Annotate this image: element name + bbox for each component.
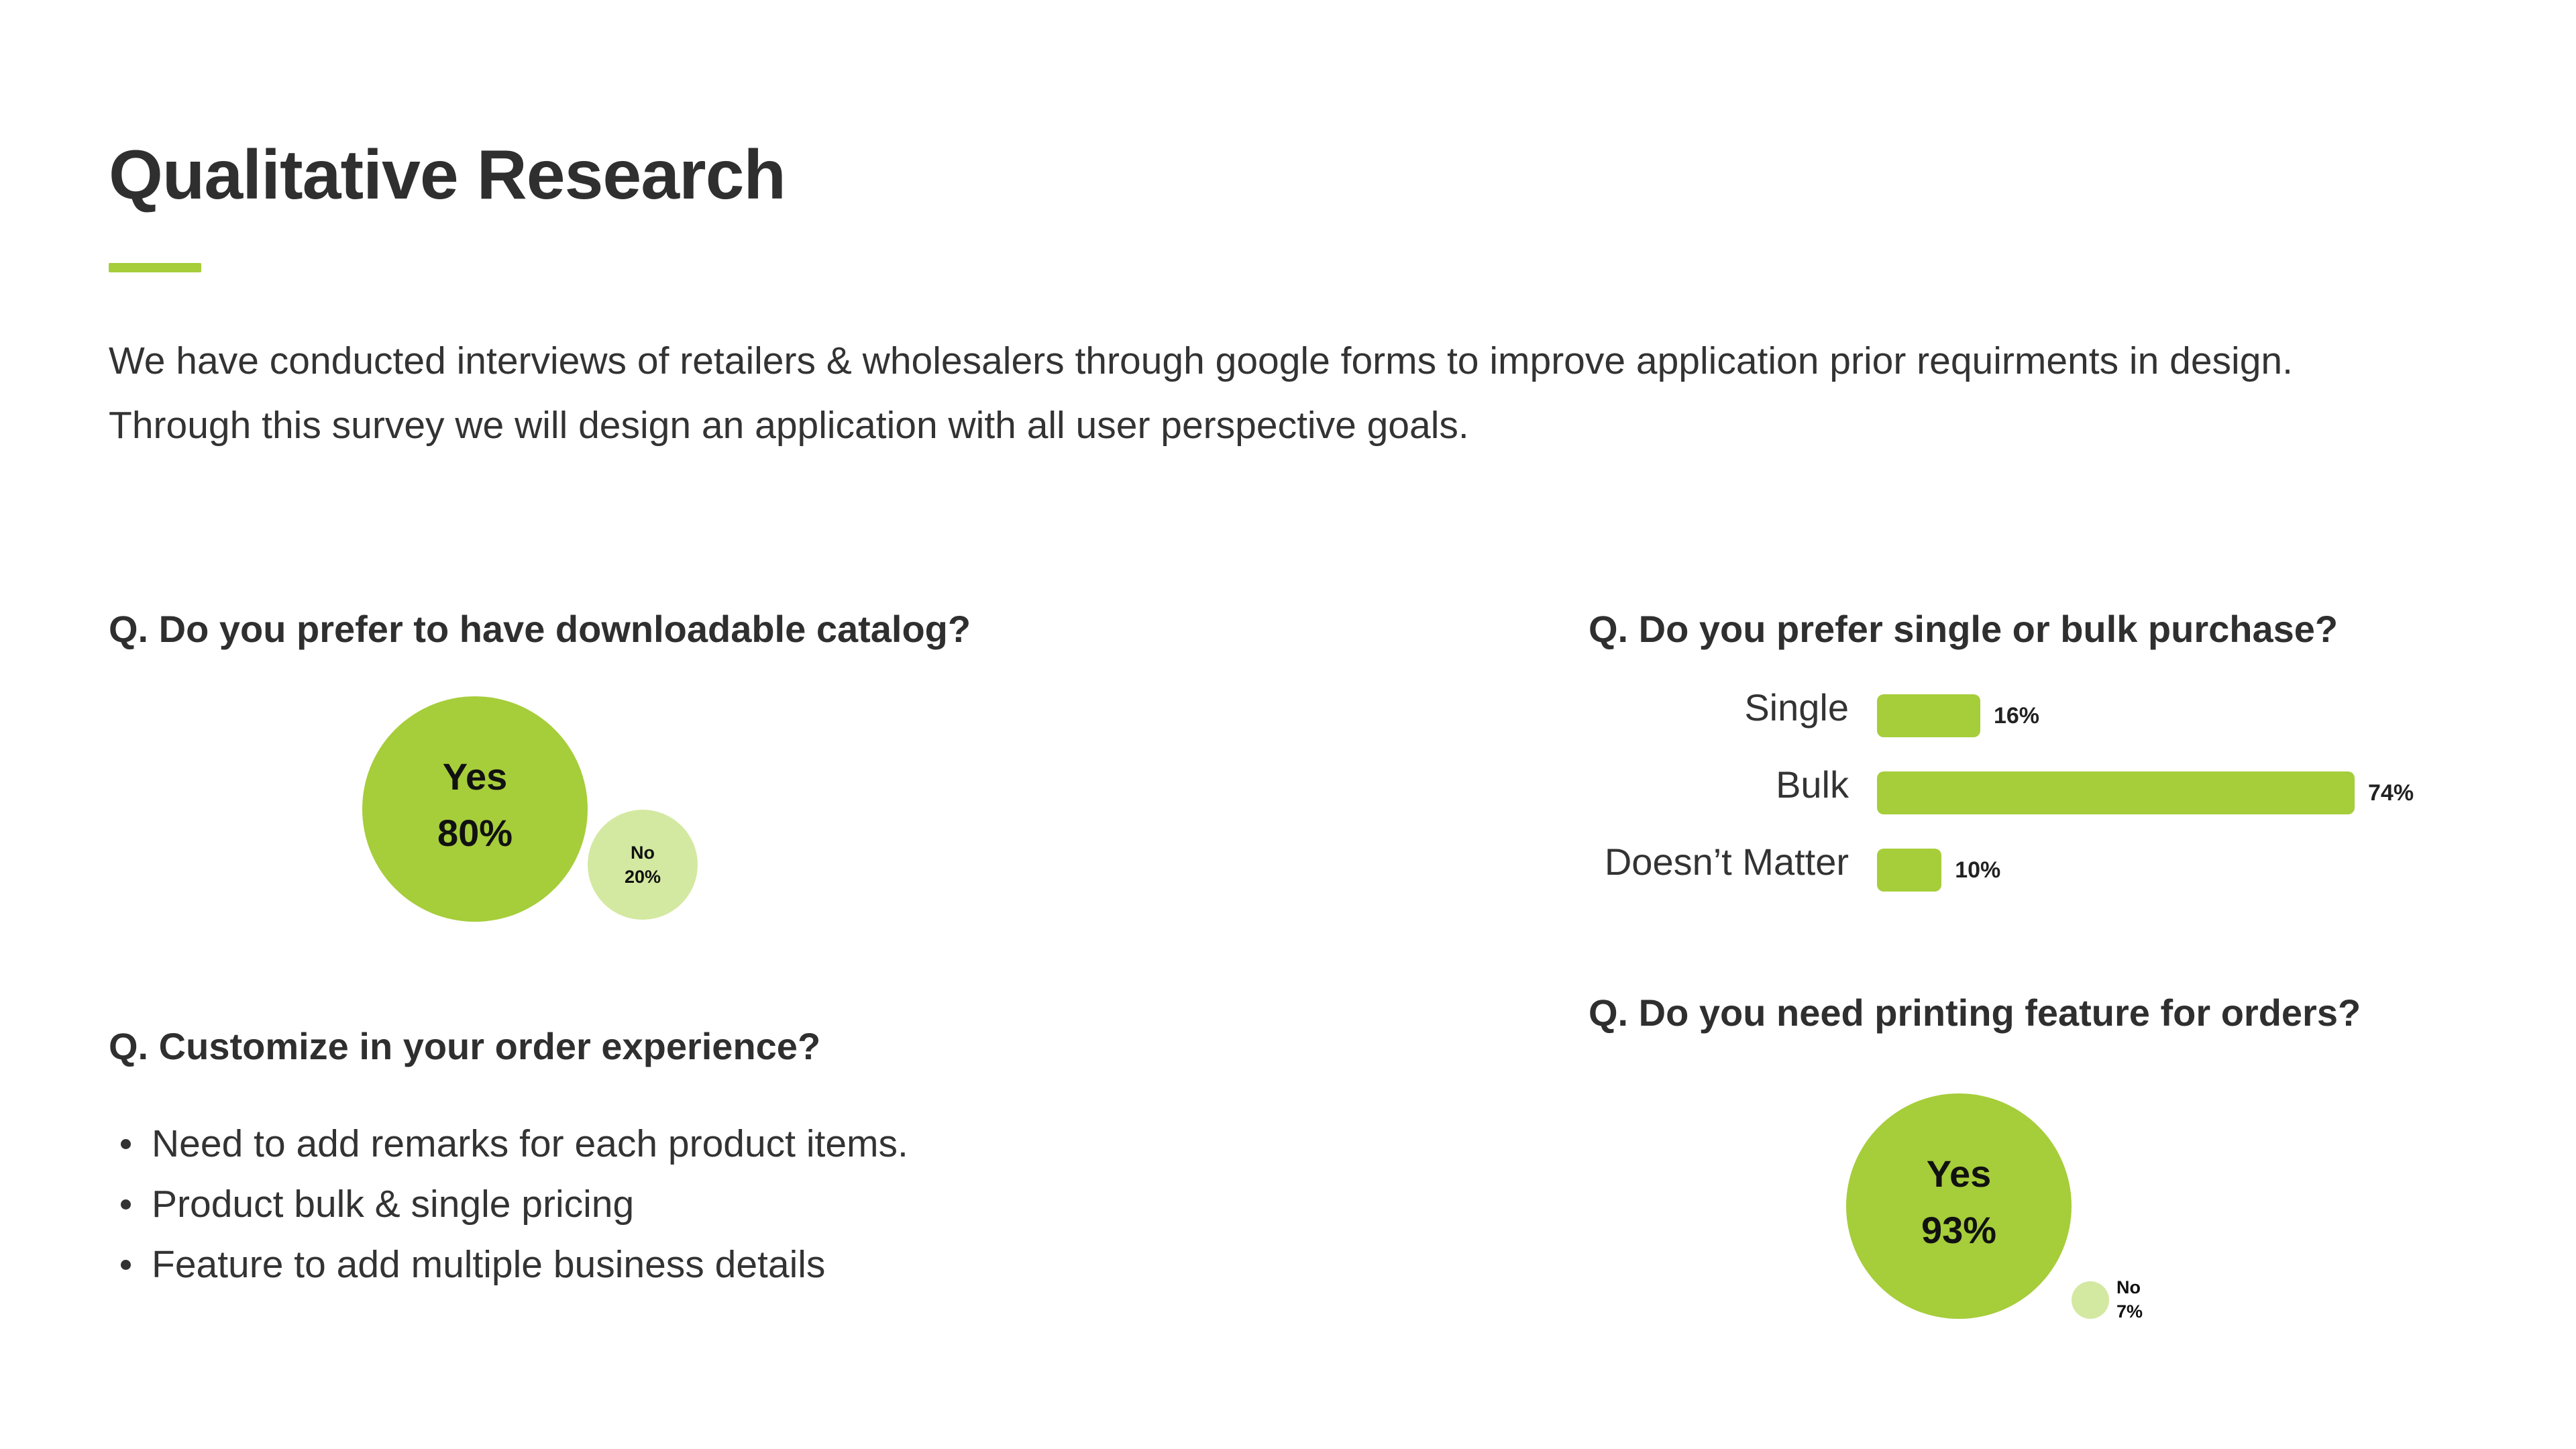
bar-row-doesnt-matter: Doesn’t Matter 10% [1583, 835, 2455, 892]
bar-value-label: 10% [1955, 857, 2001, 883]
list-item-text: Feature to add multiple business details [152, 1243, 826, 1286]
bubble-yes: Yes 80% [362, 696, 588, 922]
bubble-yes-value: 80% [437, 812, 513, 854]
list-item-text: Product bulk & single pricing [152, 1183, 635, 1226]
bullet-dot [121, 1260, 131, 1270]
bar-category-label: Bulk [1776, 763, 1849, 806]
bar-category-label: Doesn’t Matter [1604, 841, 1849, 883]
bullet-dot [121, 1199, 131, 1210]
question-customize: Q. Customize in your order experience? [109, 1025, 821, 1067]
bar-doesnt-matter [1877, 849, 1942, 892]
bubble-no-label: No [2116, 1277, 2141, 1297]
question-printing: Q. Do you need printing feature for orde… [1589, 991, 2361, 1034]
bar-single [1877, 694, 1980, 737]
bubble-yes: Yes 93% [1846, 1093, 2072, 1319]
bubble-yes-label: Yes [442, 755, 508, 798]
bar-row-single: Single 16% [1583, 681, 2455, 737]
bar-category-label: Single [1744, 686, 1849, 729]
intro-text: We have conducted interviews of retailer… [109, 329, 2537, 458]
bubble-no: No 20% [588, 810, 698, 920]
bubble-no-value: 7% [2116, 1301, 2143, 1322]
bullet-dot [121, 1139, 131, 1149]
intro-line: Through this survey we will design an ap… [109, 404, 1469, 447]
intro-line: We have conducted interviews of retailer… [109, 339, 2293, 382]
bubble-no [2072, 1281, 2109, 1319]
customize-list: Need to add remarks for each product ite… [109, 1114, 908, 1295]
bar-value-label: 74% [2368, 780, 2414, 806]
list-item-text: Need to add remarks for each product ite… [152, 1122, 908, 1165]
list-item: Need to add remarks for each product ite… [109, 1114, 908, 1174]
question-purchase: Q. Do you prefer single or bulk purchase… [1589, 608, 2339, 650]
bubble-no-value: 20% [624, 867, 661, 887]
bar-bulk [1877, 771, 2355, 814]
question-catalog: Q. Do you prefer to have downloadable ca… [109, 608, 971, 650]
title-accent-bar [109, 263, 201, 272]
bubble-yes-label: Yes [1926, 1152, 1992, 1195]
bubble-no-caption: No 7% [2116, 1275, 2143, 1324]
list-item: Product bulk & single pricing [109, 1174, 908, 1234]
bar-value-label: 16% [1993, 703, 2039, 729]
bubble-no-label: No [631, 843, 655, 863]
list-item: Feature to add multiple business details [109, 1234, 908, 1295]
bar-row-bulk: Bulk 74% [1583, 758, 2455, 814]
page-title: Qualitative Research [109, 136, 786, 214]
bubble-yes-value: 93% [1921, 1209, 1997, 1251]
